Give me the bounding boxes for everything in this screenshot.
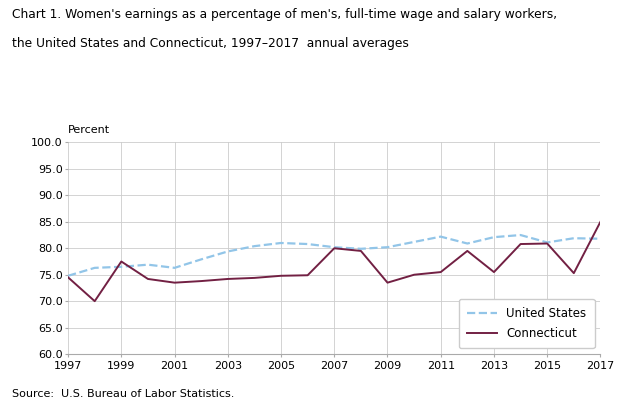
Connecticut xyxy=(384,280,391,285)
United States xyxy=(91,265,98,270)
United States xyxy=(144,262,152,267)
United States xyxy=(570,236,578,241)
United States xyxy=(277,241,285,245)
United States xyxy=(197,257,205,262)
Connecticut xyxy=(570,271,578,276)
United States xyxy=(64,274,72,278)
Connecticut xyxy=(331,246,338,251)
Connecticut xyxy=(464,248,471,253)
United States xyxy=(490,235,498,240)
Connecticut xyxy=(490,269,498,274)
United States xyxy=(171,265,178,270)
United States xyxy=(597,236,604,241)
United States xyxy=(543,240,551,245)
Connecticut xyxy=(517,242,524,247)
Connecticut xyxy=(91,299,98,304)
Line: United States: United States xyxy=(68,235,600,276)
Line: Connecticut: Connecticut xyxy=(68,222,600,301)
Connecticut xyxy=(304,273,311,278)
United States xyxy=(251,244,258,249)
United States xyxy=(517,232,524,237)
Legend: United States, Connecticut: United States, Connecticut xyxy=(459,299,594,348)
Connecticut xyxy=(118,259,125,264)
Text: Percent: Percent xyxy=(68,125,110,135)
United States xyxy=(464,241,471,246)
United States xyxy=(304,242,311,247)
United States xyxy=(118,265,125,269)
United States xyxy=(437,234,444,239)
Connecticut xyxy=(277,274,285,278)
United States xyxy=(410,239,418,244)
Connecticut xyxy=(171,280,178,285)
Connecticut xyxy=(543,241,551,246)
Connecticut xyxy=(64,275,72,280)
United States xyxy=(224,249,232,254)
Connecticut xyxy=(410,272,418,277)
United States xyxy=(357,246,365,251)
United States xyxy=(331,245,338,249)
Connecticut xyxy=(197,279,205,284)
Connecticut xyxy=(597,219,604,224)
Connecticut xyxy=(224,276,232,281)
Connecticut xyxy=(144,276,152,281)
Connecticut xyxy=(437,269,444,274)
Text: Chart 1. Women's earnings as a percentage of men's, full-time wage and salary wo: Chart 1. Women's earnings as a percentag… xyxy=(12,8,558,21)
United States xyxy=(384,245,391,249)
Connecticut xyxy=(251,276,258,280)
Text: the United States and Connecticut, 1997–2017  annual averages: the United States and Connecticut, 1997–… xyxy=(12,37,409,50)
Text: Source:  U.S. Bureau of Labor Statistics.: Source: U.S. Bureau of Labor Statistics. xyxy=(12,389,235,399)
Connecticut xyxy=(357,248,365,253)
